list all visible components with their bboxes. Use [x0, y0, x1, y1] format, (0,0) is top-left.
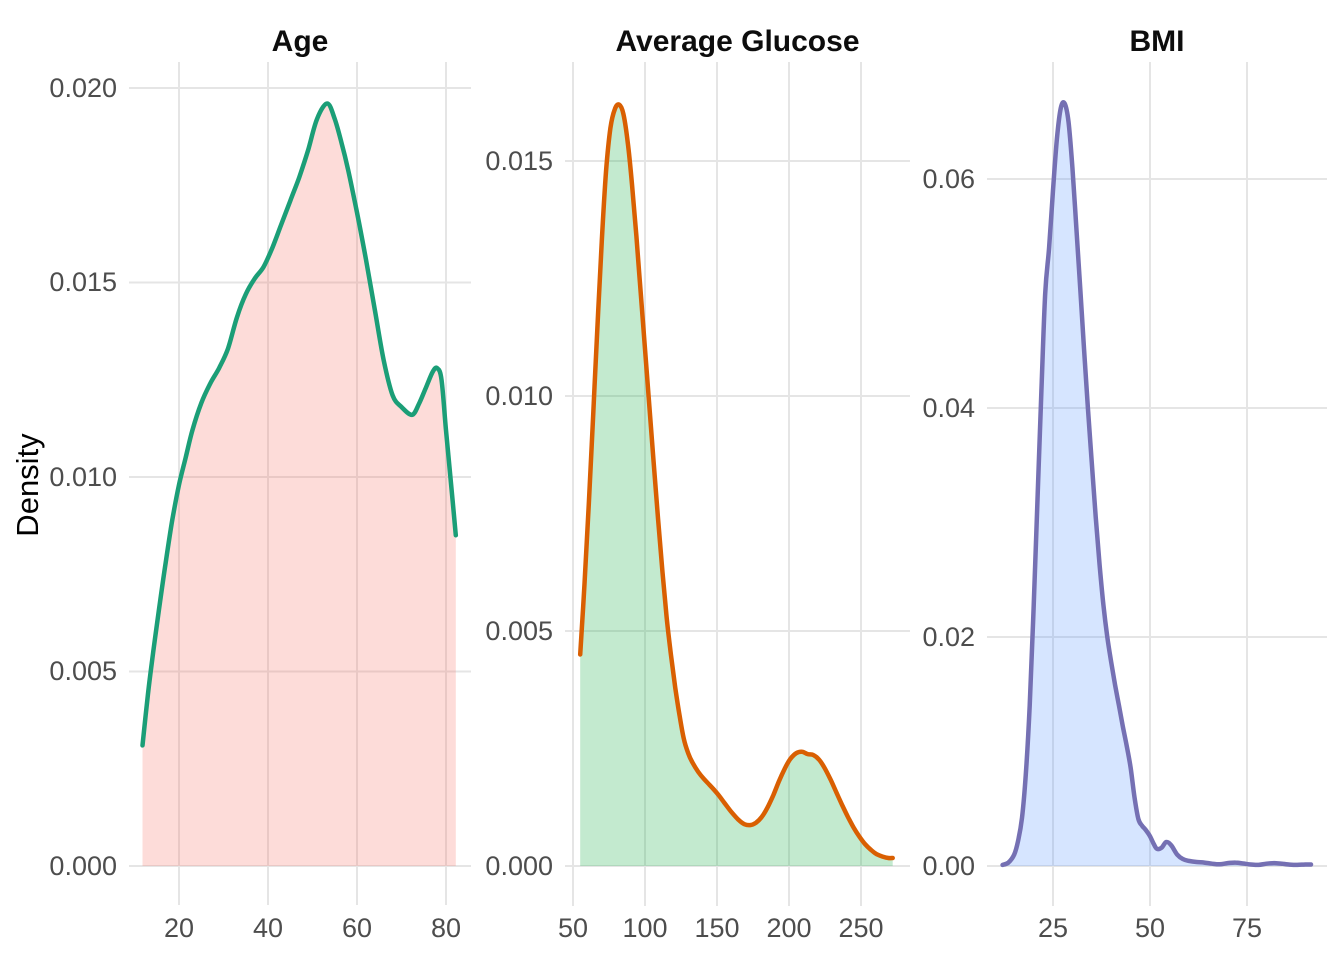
bmi-y-tick-label: 0.06 — [922, 163, 975, 194]
glucose-x-tick-label: 200 — [766, 913, 812, 943]
age-density-plot — [129, 62, 471, 905]
age-y-tick-label: 0.015 — [49, 267, 117, 298]
age-density-curve — [140, 101, 459, 748]
bmi-density-area — [1002, 102, 1311, 867]
age-panel-title: Age — [271, 25, 329, 58]
bmi-x-tick-label: 25 — [1037, 913, 1068, 943]
glucose-x-tick-label: 250 — [838, 913, 884, 943]
glucose-y-tick-label: 0.005 — [485, 615, 553, 646]
glucose-y-tick-label: 0.015 — [485, 145, 553, 176]
glucose-density-area — [580, 104, 893, 866]
age-x-tick-label: 60 — [341, 913, 373, 943]
glucose-x-tick-label: 100 — [622, 913, 668, 943]
bmi-x-tick-label: 75 — [1231, 913, 1262, 943]
glucose-x-tick-label: 150 — [694, 913, 740, 943]
age-y-tick-label: 0.005 — [49, 656, 117, 687]
glucose-gridlines — [565, 62, 910, 906]
bmi-x-tick-label: 50 — [1134, 913, 1165, 943]
bmi-y-tick-label: 0.02 — [922, 622, 975, 652]
glucose-panel-title: Average Glucose — [615, 25, 860, 58]
age-density-area — [142, 103, 456, 866]
bmi-density-plot — [987, 62, 1327, 906]
glucose-y-tick-label: 0.010 — [485, 380, 553, 411]
bmi-panel-title: BMI — [1129, 25, 1185, 58]
age-x-tick-label: 20 — [163, 913, 195, 943]
glucose-density-curve — [577, 102, 895, 861]
age-y-tick-label: 0.020 — [49, 72, 117, 103]
age-y-tick-label: 0.000 — [49, 850, 117, 881]
bmi-density-curve — [1000, 100, 1314, 868]
bmi-y-tick-label: 0.04 — [922, 392, 975, 423]
glucose-density-plot — [565, 62, 910, 906]
bmi-y-tick-label: 0.00 — [922, 851, 975, 881]
age-y-tick-label: 0.010 — [49, 461, 117, 492]
age-x-tick-label: 40 — [252, 913, 284, 943]
glucose-x-tick-label: 50 — [557, 913, 589, 943]
glucose-y-tick-label: 0.000 — [485, 851, 553, 881]
age-x-tick-label: 80 — [430, 913, 461, 943]
